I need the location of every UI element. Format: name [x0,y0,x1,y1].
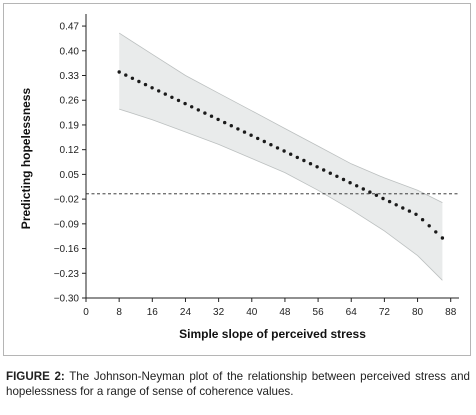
estimate-point [361,187,365,191]
caption-text: The Johnson-Neyman plot of the relations… [6,370,470,398]
estimate-point [229,124,233,128]
y-tick-label: 0.47 [60,22,80,33]
x-tick-label: 56 [313,307,325,318]
estimate-point [401,206,405,210]
x-tick-label: 48 [279,307,291,318]
caption-label: FIGURE 2: [6,370,65,383]
estimate-point [203,111,207,115]
x-axis-title: Simple slope of perceived stress [179,327,366,341]
y-tick-label: 0.19 [60,120,80,131]
x-tick-label: 88 [445,307,457,318]
estimate-point [256,136,260,141]
estimate-point [302,158,306,163]
y-tick-label: 0.05 [60,170,80,181]
y-tick-label: −0.30 [54,294,80,305]
estimate-point [163,92,167,96]
estimate-point [374,193,379,197]
estimate-point [137,79,141,84]
estimate-point [420,218,425,222]
x-tick-label: 80 [412,307,424,318]
estimate-point [216,117,220,122]
estimate-point [143,82,148,87]
estimate-point [315,165,319,169]
y-tick-label: 0.33 [60,71,80,82]
estimate-point [176,98,181,103]
estimate-point [170,95,174,100]
estimate-point [223,120,227,125]
estimate-point [341,177,346,182]
estimate-point [414,212,418,216]
estimate-point [262,139,266,144]
x-tick-label: 32 [213,307,225,318]
estimate-point [157,89,161,93]
estimate-point [190,105,194,109]
confidence-band-lower [119,108,443,281]
estimate-point [322,168,326,172]
y-tick-label: 0.26 [60,96,80,107]
estimate-point [440,236,445,240]
estimate-point [348,181,352,185]
estimate-point [275,146,280,150]
estimate-point [335,174,339,178]
x-tick-label: 8 [116,307,122,318]
estimate-point [434,230,438,234]
estimate-point [242,130,247,134]
estimate-point [427,224,431,228]
y-tick-label: −0.02 [54,195,80,206]
x-tick-label: 40 [246,307,258,318]
estimate-point [394,203,398,207]
x-tick-label: 64 [346,307,358,318]
y-tick-label: −0.16 [54,244,80,255]
x-tick-label: 24 [180,307,192,318]
johnson-neyman-chart: 0 8 16 24 32 40 48 56 64 72 80 88 −0.30 −0.23 −0.16 −0.… [19,14,459,341]
x-tick-label: 16 [147,307,159,318]
estimate-point [387,199,392,204]
estimate-point [355,184,359,188]
estimate-point [117,70,121,74]
y-tick-label: 0.40 [60,46,80,57]
estimate-point [295,155,299,160]
confidence-band-upper [118,32,443,203]
y-axis-title: Predicting hopelessness [19,87,33,229]
estimate-point [289,152,293,156]
estimate-point [196,108,200,112]
estimate-point [209,114,214,118]
estimate-point [124,73,128,77]
estimate-point [249,133,253,137]
estimate-point [308,162,313,166]
estimate-point [130,76,135,81]
estimate-point [150,86,154,90]
estimate-point [282,149,286,153]
estimate-point [183,101,187,106]
confidence-band [119,33,443,281]
y-tick-label: −0.23 [54,269,80,280]
estimate-point [269,143,273,147]
figure-caption: FIGURE 2: The Johnson-Neyman plot of the… [6,370,470,399]
estimate-point [407,209,412,213]
figure-frame: 0 8 16 24 32 40 48 56 64 72 80 88 −0.30 −0.23 −0.16 −0.… [3,3,471,356]
x-tick-label: 72 [379,307,391,318]
y-tick-label: −0.09 [54,219,80,230]
x-tick-label: 0 [83,307,89,318]
estimate-point [236,127,240,131]
estimate-point [368,190,372,194]
estimate-point [381,196,385,201]
y-tick-label: 0.12 [60,145,80,156]
estimate-point [328,171,332,175]
